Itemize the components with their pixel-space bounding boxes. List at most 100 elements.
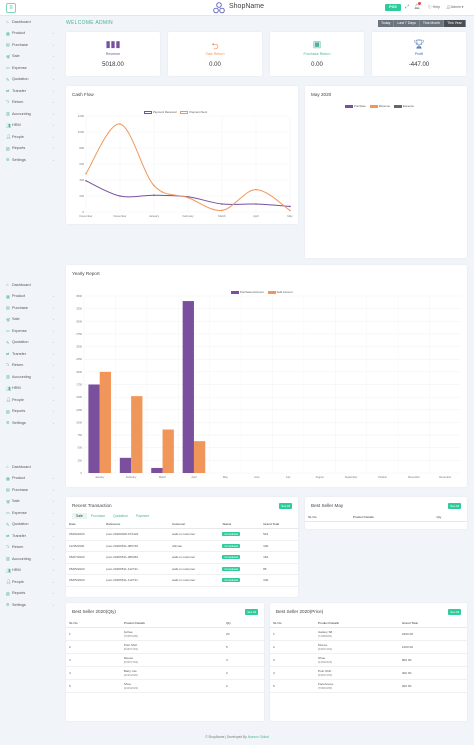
user-menu[interactable]: 👤︎Admin ▾ [446,5,464,9]
tab-payment[interactable]: Payment [135,514,150,518]
sidebar-item-hrm[interactable]: 👥︎ HRM › [0,565,58,577]
sidebar-item-return[interactable]: ⮌ Return › [0,97,58,109]
sidebar-item-transfer[interactable]: ⇄ Transfer › [0,530,58,542]
tab-purchase[interactable]: Purchase [90,514,106,518]
filter-this-year[interactable]: This Year [444,20,466,27]
data-point[interactable] [289,205,291,208]
column-header[interactable]: Date [66,520,104,529]
sidebar-item-people[interactable]: 👤︎ People › [0,394,58,406]
data-point[interactable] [153,184,155,187]
table-row[interactable]: 2 Mouse [03467163] 1200.00 [270,640,467,654]
data-point[interactable] [221,209,223,212]
table-row[interactable]: 06/09/2020 posr-20200408-074324 walk-in cu… [66,528,298,541]
menu-toggle-icon[interactable]: ≡ [6,3,16,13]
legend-item[interactable]: Payment Received [144,110,176,114]
sidebar-item-purchase[interactable]: ▤ Purchase › [0,39,58,51]
table-row[interactable]: 5 Facehouse [76963195] 200.00 [270,679,467,693]
sidebar-item-settings[interactable]: ⚙ Settings › [0,417,58,429]
sidebar-item-transfer[interactable]: ⇄ Transfer › [0,85,58,97]
column-header[interactable]: Product Details [315,619,399,628]
sidebar-item-hrm[interactable]: 👥︎ HRM › [0,120,58,132]
legend-item[interactable]: Purchased Amount [231,290,264,294]
sidebar-item-hrm[interactable]: 👥︎ HRM › [0,383,58,395]
see-all-button[interactable]: See All [448,503,461,509]
column-header[interactable]: Customer [169,520,220,529]
sidebar-item-dashboard[interactable]: ⌂ Dashboard [0,279,58,291]
data-point[interactable] [187,196,189,199]
legend-item[interactable]: Payment Sent [180,110,207,114]
table-row[interactable]: 3 Shoe [24032323] 800.00 [270,653,467,667]
column-header[interactable]: Product Details [349,513,434,522]
filter-this-month[interactable]: This Month [419,20,445,27]
table-row[interactable]: 05/07/2020 posr-20200511-089464 walk-in cu… [66,551,298,564]
sidebar-item-sale[interactable]: 🛒︎ Sale › [0,496,58,508]
column-header[interactable]: SL No [66,619,121,628]
sidebar-item-purchase[interactable]: ▤ Purchase › [0,302,58,314]
sidebar-item-product[interactable]: ▦ Product › [0,28,58,40]
table-row[interactable]: 5 Shoe [24032323] 2 [66,679,264,693]
bar[interactable] [162,429,174,473]
see-all-button[interactable]: See All [245,609,258,615]
bar[interactable] [119,457,132,473]
tab-sale[interactable]: Sale [72,513,87,519]
table-row[interactable]: 1 lychee [76953195] 20 [66,627,264,641]
column-header[interactable]: Grand Total [398,619,467,628]
sidebar-item-people[interactable]: 👤︎ People › [0,576,58,588]
fullscreen-icon[interactable]: ⤢ [405,4,410,10]
legend-item[interactable]: Sold Amount [267,290,293,294]
column-header[interactable]: Grand Total [260,520,298,529]
bar[interactable] [182,301,194,473]
sidebar-item-settings[interactable]: ⚙ Settings › [0,599,58,611]
column-header[interactable]: Reference [103,520,169,529]
filter-last-7-days[interactable]: Last 7 Days [394,20,420,27]
sidebar-item-purchase[interactable]: ▤ Purchase › [0,484,58,496]
column-header[interactable]: Qty [433,513,467,522]
sidebar-item-reports[interactable]: ▧ Reports › [0,143,58,155]
column-header[interactable]: Product Details [120,619,223,628]
sidebar-item-dashboard[interactable]: ⌂ Dashboard [0,16,58,28]
table-row[interactable]: 11/05/2020 posr-20200511-085749 dhiman Comp… [66,540,298,552]
see-all-button[interactable]: See All [279,503,292,509]
bar[interactable] [131,396,143,473]
table-row[interactable]: 2 Polo Shirt [03467163] 5 [66,640,264,654]
sidebar-item-product[interactable]: ▦ Product › [0,291,58,303]
sidebar-item-accounting[interactable]: ▥ Accounting › [0,108,58,120]
sidebar-item-reports[interactable]: ▧ Reports › [0,406,58,418]
see-all-button[interactable]: See All [448,609,461,615]
table-row[interactable]: 4 Polo Shirt [03467163] 400.00 [270,666,467,680]
data-point[interactable] [289,209,291,212]
data-point[interactable] [85,172,87,175]
bar[interactable] [193,441,206,473]
sidebar-item-accounting[interactable]: ▥ Accounting › [0,371,58,383]
sidebar-item-settings[interactable]: ⚙ Settings › [0,154,58,166]
sidebar-item-sale[interactable]: 🛒︎ Sale › [0,314,58,326]
column-header[interactable]: SL No [270,619,315,628]
sidebar-item-return[interactable]: ⮌ Return › [0,542,58,554]
bar[interactable] [99,371,112,473]
bell-icon[interactable]: 🔔︎ [414,4,421,10]
column-header[interactable]: Status [219,520,261,529]
data-point[interactable] [221,203,223,205]
sidebar-item-expense[interactable]: ▭ Expense › [0,325,58,337]
pos-button[interactable]: POS [385,4,401,11]
sidebar-item-accounting[interactable]: ▥ Accounting › [0,553,58,565]
data-point[interactable] [119,195,121,197]
sidebar-item-expense[interactable]: ▭ Expense › [0,507,58,519]
table-row[interactable]: 4 Baby mie [22262320] 2 [66,666,264,680]
sidebar-item-quotation[interactable]: ✎ Quotation › [0,337,58,349]
sidebar-item-quotation[interactable]: ✎ Quotation › [0,74,58,86]
table-row[interactable]: 05/05/2020 posr-20200511-112741 walk-in cu… [66,574,298,587]
data-point[interactable] [85,180,87,182]
sidebar-item-product[interactable]: ▦ Product › [0,473,58,485]
legend-item[interactable]: Revenue [369,104,390,108]
column-header[interactable]: SL No [305,513,350,522]
data-point[interactable] [119,123,121,125]
filter-today[interactable]: Today [378,20,395,27]
data-point[interactable] [153,194,155,196]
footer-link[interactable]: Nuexon Global [247,735,269,739]
column-header[interactable]: Qty [222,619,264,628]
sidebar-item-sale[interactable]: 🛒︎ Sale › [0,51,58,63]
data-point[interactable] [255,188,257,191]
table-row[interactable]: 05/05/2020 posr-20200511-112741 walk-in cu… [66,563,298,575]
legend-item[interactable]: Expense [394,104,414,108]
